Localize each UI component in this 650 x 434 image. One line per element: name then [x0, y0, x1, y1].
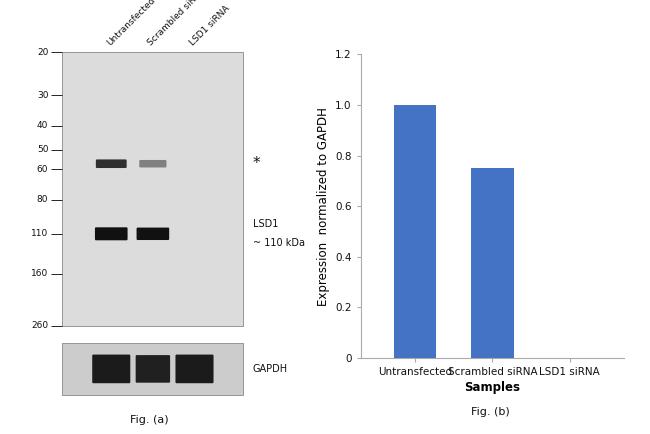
Text: *: * — [253, 156, 261, 171]
Text: Scrambled siRNA: Scrambled siRNA — [146, 0, 208, 48]
Text: Untransfected: Untransfected — [105, 0, 157, 48]
FancyBboxPatch shape — [95, 227, 127, 240]
Bar — [62, 52, 243, 326]
FancyBboxPatch shape — [136, 227, 169, 240]
Text: 30: 30 — [37, 91, 48, 100]
FancyBboxPatch shape — [136, 355, 170, 383]
Text: 260: 260 — [31, 321, 48, 330]
Text: GAPDH: GAPDH — [253, 364, 288, 374]
Text: 50: 50 — [37, 145, 48, 154]
FancyBboxPatch shape — [96, 159, 127, 168]
Text: 20: 20 — [37, 48, 48, 56]
Text: 160: 160 — [31, 269, 48, 278]
FancyBboxPatch shape — [139, 160, 166, 168]
Bar — [471, 168, 514, 358]
Y-axis label: Expression  normalized to GAPDH: Expression normalized to GAPDH — [317, 107, 330, 306]
Text: 40: 40 — [37, 122, 48, 131]
Text: 110: 110 — [31, 229, 48, 238]
Bar — [394, 105, 436, 358]
Bar — [62, 343, 243, 395]
Text: 80: 80 — [37, 195, 48, 204]
Text: Fig. (a): Fig. (a) — [131, 415, 169, 425]
FancyBboxPatch shape — [92, 355, 130, 383]
Text: LSD1 siRNA: LSD1 siRNA — [188, 4, 231, 48]
FancyBboxPatch shape — [176, 355, 214, 383]
Text: LSD1: LSD1 — [253, 220, 278, 230]
Text: Fig. (b): Fig. (b) — [471, 407, 510, 417]
Text: 60: 60 — [37, 164, 48, 174]
X-axis label: Samples: Samples — [464, 381, 521, 394]
Text: ~ 110 kDa: ~ 110 kDa — [253, 238, 305, 248]
